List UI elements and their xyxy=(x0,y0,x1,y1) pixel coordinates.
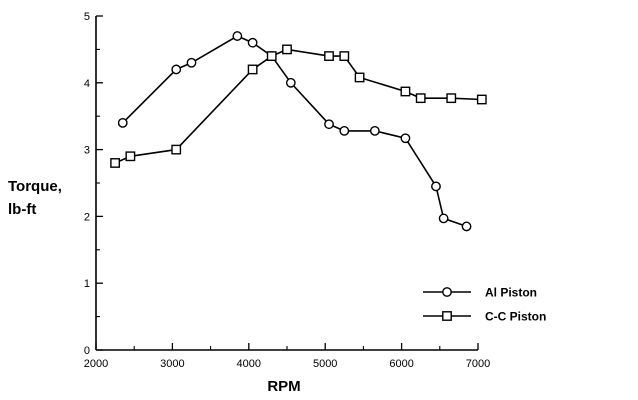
legend-marker-c-c-piston xyxy=(442,311,452,321)
y-tick-label: 2 xyxy=(84,211,90,223)
y-tick-label: 1 xyxy=(84,278,90,290)
data-point-al-piston xyxy=(438,213,449,224)
x-tick-label: 2000 xyxy=(84,358,108,370)
y-tick-label: 5 xyxy=(84,11,90,23)
x-tick-label: 5000 xyxy=(313,358,337,370)
data-point-c-c-piston xyxy=(125,151,136,162)
x-tick-label: 3000 xyxy=(160,358,184,370)
x-tick-label: 7000 xyxy=(466,358,490,370)
data-point-al-piston xyxy=(461,221,472,232)
data-point-al-piston xyxy=(369,125,380,136)
legend: Al Piston C-C Piston xyxy=(423,286,546,324)
y-tick-label: 0 xyxy=(84,345,90,357)
data-point-al-piston xyxy=(186,57,197,68)
data-point-c-c-piston xyxy=(354,72,365,83)
data-point-al-piston xyxy=(431,181,441,192)
y-axis-title-line-1: Torque, xyxy=(8,178,62,195)
data-point-al-piston xyxy=(285,77,296,88)
data-point-c-c-piston xyxy=(110,158,121,168)
data-point-c-c-piston xyxy=(247,64,258,75)
data-point-al-piston xyxy=(324,119,334,130)
data-point-c-c-piston xyxy=(400,86,411,97)
ticks: 2000 3000 4000 5000 6000 7000 0 1 2 3 4 5 xyxy=(84,11,490,370)
data-point-al-piston xyxy=(171,64,182,75)
series-group xyxy=(110,31,487,232)
y-axis-title-line-2: lb-ft xyxy=(8,201,36,218)
y-tick-label: 4 xyxy=(84,78,90,90)
legend-label-c-c-piston: C-C Piston xyxy=(485,310,546,324)
data-point-al-piston xyxy=(247,37,258,48)
y-tick-label: 3 xyxy=(84,145,90,157)
data-point-al-piston xyxy=(400,133,411,144)
x-tick-label: 4000 xyxy=(237,358,261,370)
data-point-al-piston xyxy=(232,31,243,41)
legend-label-al-piston: Al Piston xyxy=(485,286,537,300)
data-point-al-piston xyxy=(339,125,350,136)
axes xyxy=(95,16,478,351)
x-axis-title: RPM xyxy=(267,378,300,395)
data-point-c-c-piston xyxy=(171,144,182,155)
data-point-c-c-piston xyxy=(339,51,350,61)
data-point-c-c-piston xyxy=(282,44,292,55)
data-point-c-c-piston xyxy=(324,51,334,61)
data-point-c-c-piston xyxy=(415,93,426,104)
x-tick-label: 6000 xyxy=(389,358,413,370)
series-line-al-piston xyxy=(122,35,467,228)
series-line-c-c-piston xyxy=(114,48,482,164)
data-point-c-c-piston xyxy=(476,94,487,105)
data-point-c-c-piston xyxy=(266,51,277,61)
data-point-al-piston xyxy=(117,117,128,128)
data-point-c-c-piston xyxy=(446,93,457,104)
legend-marker-al-piston xyxy=(442,287,452,297)
